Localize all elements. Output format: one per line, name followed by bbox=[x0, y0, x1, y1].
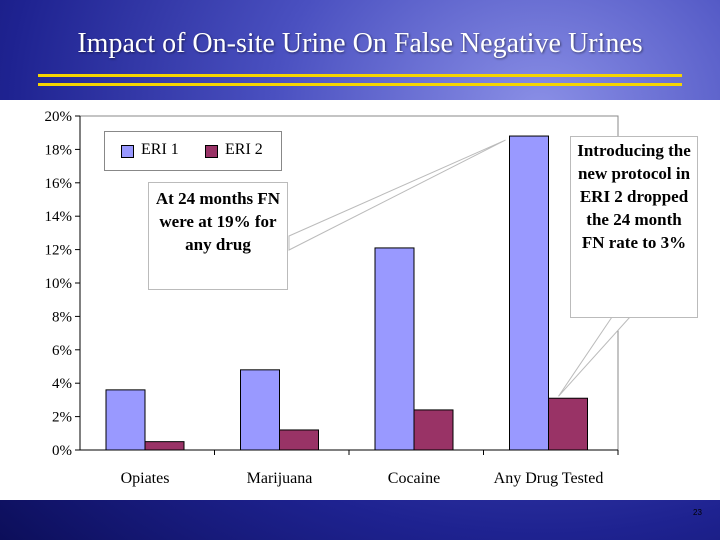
y-tick-label: 8% bbox=[52, 309, 72, 325]
page-number: 23 bbox=[693, 508, 702, 517]
y-tick-label: 16% bbox=[45, 176, 73, 192]
bar-eri1 bbox=[374, 247, 415, 451]
y-tick-label: 12% bbox=[45, 243, 73, 259]
callout-left: At 24 months FN were at 19% for any drug bbox=[148, 182, 288, 290]
x-tick-label: Cocaine bbox=[388, 470, 440, 487]
title-rule-bottom bbox=[38, 83, 682, 86]
bar-eri2 bbox=[144, 441, 185, 451]
y-tick-label: 14% bbox=[45, 209, 73, 225]
slide-title: Impact of On-site Urine On False Negativ… bbox=[77, 28, 643, 59]
bar-eri2 bbox=[413, 409, 454, 451]
y-tick-label: 18% bbox=[45, 142, 73, 158]
callout-right: Introducing the new protocol in ERI 2 dr… bbox=[570, 136, 698, 318]
chart-legend: ERI 1 ERI 2 bbox=[104, 131, 282, 171]
y-tick-label: 4% bbox=[52, 376, 72, 392]
x-tick-label: Opiates bbox=[121, 470, 170, 487]
bar-eri1 bbox=[509, 135, 549, 451]
bar-eri1 bbox=[240, 369, 280, 451]
callout-right-pointer bbox=[558, 316, 632, 397]
legend-label-eri1: ERI 1 bbox=[141, 141, 179, 158]
bar-eri1 bbox=[105, 389, 146, 451]
y-tick-label: 6% bbox=[52, 343, 72, 359]
legend-key-eri1 bbox=[121, 145, 134, 158]
title-rule-top bbox=[38, 74, 682, 77]
x-tick-label: Marijuana bbox=[247, 470, 313, 487]
callout-left-pointer bbox=[288, 139, 506, 251]
y-tick-label: 10% bbox=[45, 276, 73, 292]
bar-eri2 bbox=[548, 397, 588, 451]
y-tick-label: 0% bbox=[52, 443, 72, 459]
y-tick-label: 2% bbox=[52, 410, 72, 426]
bar-eri2 bbox=[279, 429, 319, 451]
legend-key-eri2 bbox=[205, 145, 218, 158]
y-tick-label: 20% bbox=[45, 109, 73, 125]
x-tick-label: Any Drug Tested bbox=[494, 470, 604, 487]
legend-label-eri2: ERI 2 bbox=[225, 141, 263, 158]
